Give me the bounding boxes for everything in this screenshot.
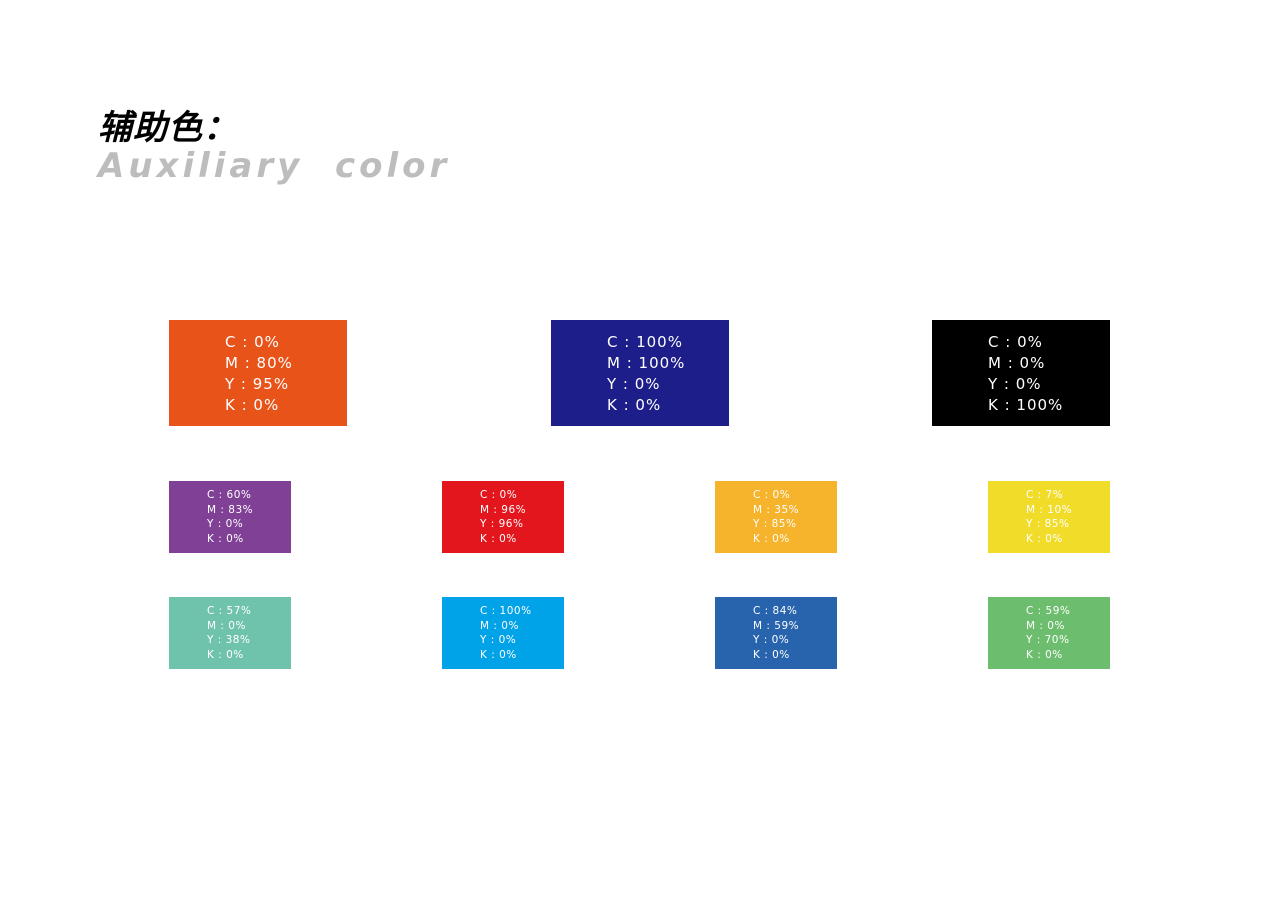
yellow-value: Y : 85%	[753, 518, 797, 530]
black-value: K : 0%	[753, 648, 790, 661]
cyan-value: C : 100%	[607, 333, 683, 351]
color-swatch-navy: C : 100% M : 100% Y : 0% K : 0%	[551, 320, 729, 426]
magenta-value: M : 0%	[207, 619, 246, 632]
yellow-value: Y : 70%	[1026, 634, 1070, 646]
cmyk-values: C : 0% M : 80% Y : 95% K : 0%	[225, 332, 293, 416]
color-swatch-black: C : 0% M : 0% Y : 0% K : 100%	[932, 320, 1110, 426]
cmyk-values: C : 84% M : 59% Y : 0% K : 0%	[753, 604, 799, 662]
black-value: K : 0%	[753, 532, 790, 545]
cyan-value: C : 0%	[480, 489, 518, 501]
color-swatch-sky-blue: C : 100% M : 0% Y : 0% K : 0%	[442, 597, 564, 669]
magenta-value: M : 59%	[753, 619, 800, 632]
color-swatch-yellow: C : 7% M : 10% Y : 85% K : 0%	[988, 481, 1110, 553]
magenta-value: M : 10%	[1026, 503, 1073, 516]
heading: 辅助色： Auxiliary color	[98, 108, 450, 186]
color-swatch-orange: C : 0% M : 80% Y : 95% K : 0%	[169, 320, 347, 426]
yellow-value: Y : 0%	[753, 634, 790, 646]
black-value: K : 0%	[480, 648, 517, 661]
magenta-value: M : 0%	[1026, 619, 1065, 632]
color-swatch-purple: C : 60% M : 83% Y : 0% K : 0%	[169, 481, 291, 553]
black-value: K : 0%	[480, 532, 517, 545]
magenta-value: M : 83%	[207, 503, 254, 516]
cyan-value: C : 0%	[225, 333, 280, 351]
cyan-value: C : 60%	[207, 489, 252, 501]
cyan-value: C : 84%	[753, 605, 798, 617]
magenta-value: M : 35%	[753, 503, 800, 516]
color-swatch-green: C : 59% M : 0% Y : 70% K : 0%	[988, 597, 1110, 669]
color-swatch-blue: C : 84% M : 59% Y : 0% K : 0%	[715, 597, 837, 669]
heading-english: Auxiliary color	[98, 146, 451, 186]
yellow-value: Y : 0%	[988, 375, 1042, 393]
black-value: K : 0%	[1026, 532, 1063, 545]
yellow-value: Y : 95%	[225, 375, 290, 393]
black-value: K : 0%	[225, 396, 280, 414]
magenta-value: M : 80%	[225, 354, 293, 372]
yellow-value: Y : 85%	[1026, 518, 1070, 530]
cyan-value: C : 7%	[1026, 489, 1064, 501]
yellow-value: Y : 96%	[480, 518, 524, 530]
cmyk-values: C : 57% M : 0% Y : 38% K : 0%	[207, 604, 251, 662]
yellow-value: Y : 38%	[207, 634, 251, 646]
yellow-value: Y : 0%	[607, 375, 661, 393]
cmyk-values: C : 59% M : 0% Y : 70% K : 0%	[1026, 604, 1070, 662]
yellow-value: Y : 0%	[207, 518, 244, 530]
cmyk-values: C : 0% M : 96% Y : 96% K : 0%	[480, 488, 526, 546]
cyan-value: C : 0%	[988, 333, 1043, 351]
cmyk-values: C : 100% M : 0% Y : 0% K : 0%	[480, 604, 532, 662]
black-value: K : 0%	[207, 532, 244, 545]
cmyk-values: C : 0% M : 35% Y : 85% K : 0%	[753, 488, 799, 546]
black-value: K : 0%	[607, 396, 662, 414]
magenta-value: M : 96%	[480, 503, 527, 516]
black-value: K : 100%	[988, 396, 1064, 414]
black-value: K : 0%	[1026, 648, 1063, 661]
magenta-value: M : 0%	[480, 619, 519, 632]
cmyk-values: C : 7% M : 10% Y : 85% K : 0%	[1026, 488, 1072, 546]
color-swatch-amber: C : 0% M : 35% Y : 85% K : 0%	[715, 481, 837, 553]
color-swatch-red: C : 0% M : 96% Y : 96% K : 0%	[442, 481, 564, 553]
cyan-value: C : 100%	[480, 605, 532, 617]
black-value: K : 0%	[207, 648, 244, 661]
cyan-value: C : 59%	[1026, 605, 1071, 617]
cmyk-values: C : 100% M : 100% Y : 0% K : 0%	[607, 332, 685, 416]
color-swatch-mint: C : 57% M : 0% Y : 38% K : 0%	[169, 597, 291, 669]
cmyk-values: C : 0% M : 0% Y : 0% K : 100%	[988, 332, 1063, 416]
yellow-value: Y : 0%	[480, 634, 517, 646]
magenta-value: M : 0%	[988, 354, 1046, 372]
cmyk-values: C : 60% M : 83% Y : 0% K : 0%	[207, 488, 253, 546]
heading-chinese: 辅助色：	[98, 108, 238, 148]
cyan-value: C : 0%	[753, 489, 791, 501]
magenta-value: M : 100%	[607, 354, 686, 372]
cyan-value: C : 57%	[207, 605, 252, 617]
